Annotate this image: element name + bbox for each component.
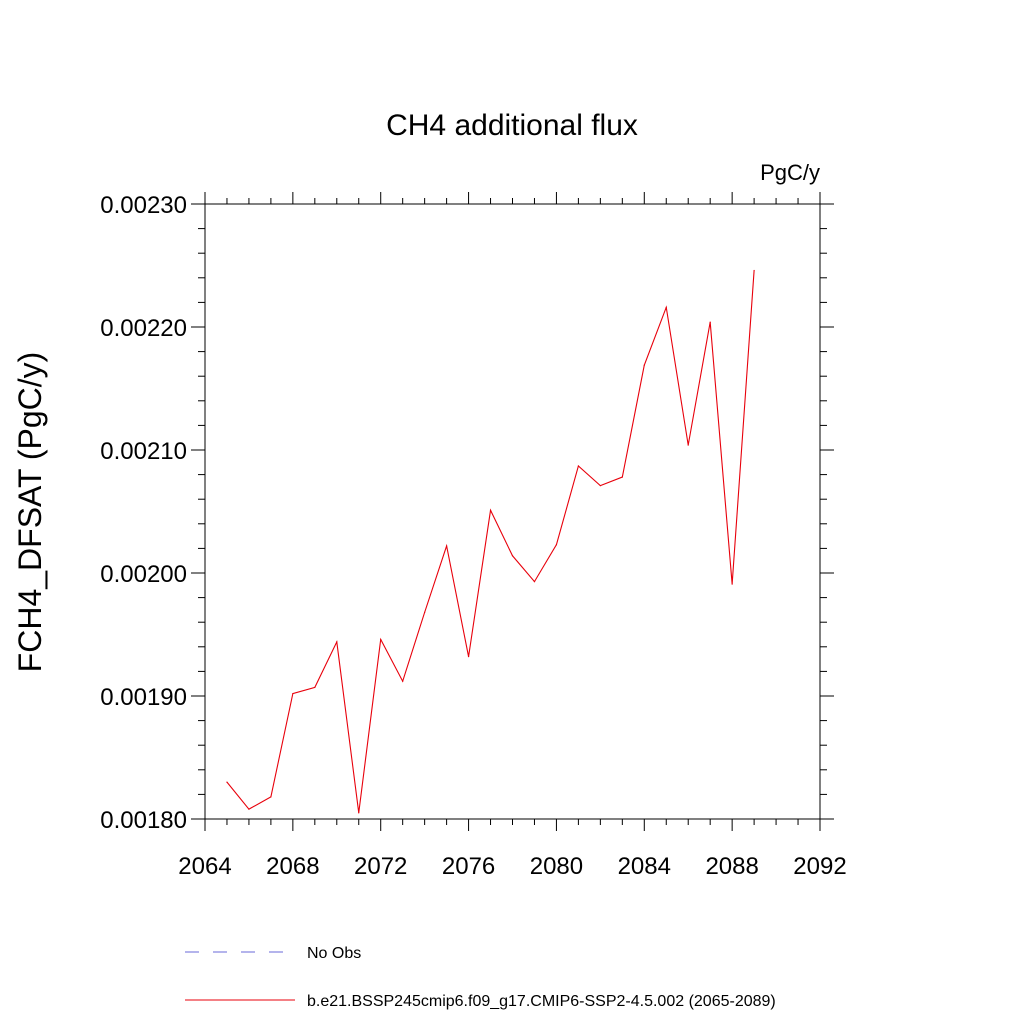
- legend: No Obs b.e21.BSSP245cmip6.f09_g17.CMIP6-S…: [185, 945, 776, 1010]
- x-tick-label: 2084: [618, 853, 671, 880]
- axis-ticks: [191, 192, 834, 831]
- data-point: [555, 544, 558, 546]
- data-point: [511, 555, 514, 557]
- data-point: [643, 364, 645, 366]
- data-point: [226, 781, 228, 783]
- data-point: [402, 680, 404, 682]
- x-tick-label: 2080: [530, 853, 583, 880]
- x-tick-label: 2068: [266, 853, 319, 880]
- y-tick-label: 0.00190: [100, 684, 187, 711]
- legend-label-0: No Obs: [307, 945, 361, 962]
- data-point: [292, 692, 294, 695]
- units-label: PgC/y: [760, 160, 820, 185]
- data-point: [248, 808, 250, 810]
- plot-frame: [204, 203, 821, 820]
- legend-label-1: b.e21.BSSP245cmip6.f09_g17.CMIP6-SSP2-4.…: [307, 993, 776, 1010]
- data-point: [665, 306, 667, 308]
- data-point: [270, 796, 272, 798]
- data-point: [424, 611, 426, 613]
- data-point: [314, 686, 316, 688]
- axis-tick-labels: 2064 2068 2072 2076 2080 2084 2088 2092 0.00180 0…: [100, 192, 846, 880]
- data-point: [336, 641, 338, 643]
- series-layer: [226, 269, 755, 814]
- x-tick-label: 2064: [178, 853, 231, 880]
- data-point: [753, 269, 755, 272]
- data-point: [358, 812, 360, 814]
- data-point: [577, 465, 579, 467]
- data-point: [489, 509, 492, 511]
- series-line-1: [226, 270, 755, 813]
- x-tick-label: 2092: [793, 853, 846, 880]
- data-point: [446, 545, 448, 547]
- y-tick-label: 0.00230: [100, 192, 187, 219]
- x-tick-label: 2076: [442, 853, 495, 880]
- data-point: [533, 581, 536, 583]
- chart-title: CH4 additional flux: [386, 109, 638, 142]
- x-tick-label: 2088: [705, 853, 758, 880]
- data-point: [467, 656, 470, 658]
- data-point: [380, 638, 382, 641]
- data-point: [599, 485, 601, 487]
- data-point: [709, 321, 711, 323]
- data-point: [731, 583, 733, 585]
- y-tick-label: 0.00210: [100, 438, 187, 465]
- y-tick-label: 0.00220: [100, 315, 187, 342]
- y-axis-title: FCH4_DFSAT (PgC/y): [12, 352, 48, 673]
- data-point: [687, 444, 689, 446]
- x-tick-label: 2072: [354, 853, 407, 880]
- data-point: [621, 476, 623, 478]
- y-tick-label: 0.00180: [100, 807, 187, 834]
- y-tick-label: 0.00200: [100, 561, 187, 588]
